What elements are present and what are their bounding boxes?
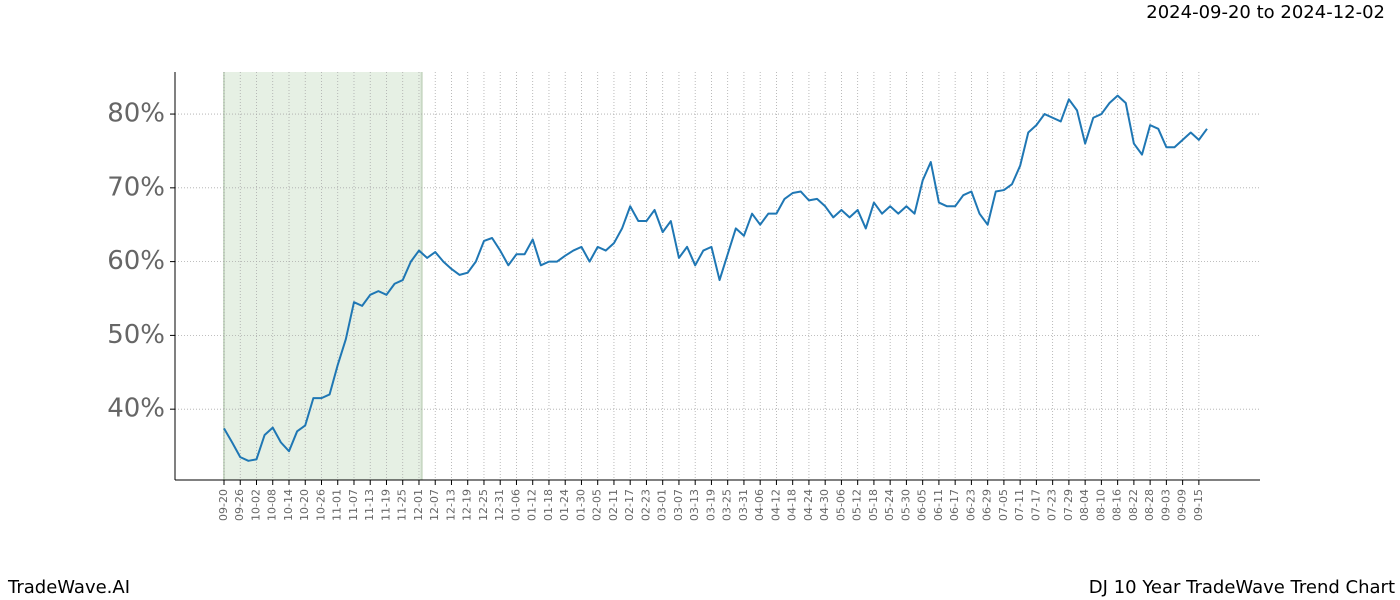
x-tick-label: 04-18	[786, 489, 799, 521]
x-tick-label: 03-19	[704, 489, 717, 521]
shaded-range	[224, 72, 422, 480]
y-tick-label: 70%	[107, 172, 165, 202]
x-tick-label: 09-03	[1159, 489, 1172, 521]
source: TradeWave.AI	[7, 577, 130, 598]
x-tick-label: 06-05	[916, 489, 929, 521]
x-tick-label: 07-05	[997, 489, 1010, 521]
trend-line	[223, 94, 1208, 462]
x-tick-label: 05-18	[867, 489, 880, 521]
x-tick-label: 07-29	[1062, 489, 1075, 521]
x-tick-label: 03-25	[721, 489, 734, 521]
x-tick-label: 09-15	[1192, 489, 1205, 521]
x-tick-label: 06-11	[932, 489, 945, 521]
x-tick-label: 04-30	[818, 489, 831, 521]
x-tick-label: 12-07	[428, 489, 441, 521]
x-tick-label: 06-23	[964, 489, 977, 521]
x-tick-label: 01-12	[526, 489, 539, 521]
x-tick-label: 11-19	[379, 489, 392, 521]
x-tick-label: 09-20	[217, 489, 230, 521]
x-tick-label: 02-05	[591, 489, 604, 521]
x-tick-label: 03-07	[672, 489, 685, 521]
x-tick-label: 11-13	[363, 489, 376, 521]
x-tick-label: 03-13	[688, 489, 701, 521]
x-tick-label: 12-25	[477, 489, 490, 521]
x-tick-label: 02-17	[623, 489, 636, 521]
x-tick-label: 08-04	[1078, 489, 1091, 521]
x-tick-label: 01-30	[574, 489, 587, 521]
x-tick-label: 04-24	[802, 489, 815, 521]
x-tick-label: 10-26	[314, 489, 327, 521]
x-tick-label: 01-18	[542, 489, 555, 521]
x-tick-label: 08-16	[1111, 489, 1124, 521]
x-tick-label: 07-23	[1046, 489, 1059, 521]
y-tick-label: 80%	[107, 99, 165, 129]
x-tick-label: 04-06	[753, 489, 766, 521]
y-tick-label: 60%	[107, 246, 165, 276]
x-tick-label: 01-24	[558, 489, 571, 521]
x-tick-label: 12-01	[412, 489, 425, 521]
x-tick-label: 09-09	[1176, 489, 1189, 521]
x-tick-label: 06-17	[948, 489, 961, 521]
x-tick-label: 03-31	[737, 489, 750, 521]
x-tick-label: 12-31	[493, 489, 506, 521]
x-tick-label: 12-19	[461, 489, 474, 521]
x-tick-label: 07-11	[1013, 489, 1026, 521]
x-tick-label: 04-12	[769, 489, 782, 521]
x-tick-label: 05-12	[851, 489, 864, 521]
x-tick-label: 10-08	[266, 489, 279, 521]
x-tick-label: 08-28	[1143, 489, 1156, 521]
x-tick-label: 02-23	[639, 489, 652, 521]
y-tick-label: 40%	[107, 394, 165, 424]
x-tick-label: 10-20	[298, 489, 311, 521]
x-tick-label: 03-01	[656, 489, 669, 521]
chart-subtitle: 2024-09-20 to 2024-12-02	[1146, 2, 1385, 23]
x-tick-label: 05-06	[834, 489, 847, 521]
x-tick-label: 08-22	[1127, 489, 1140, 521]
y-tick-label: 50%	[107, 320, 165, 350]
x-tick-label: 11-07	[347, 489, 360, 521]
x-tick-label: 10-02	[249, 489, 262, 521]
x-tick-label: 05-30	[899, 489, 912, 521]
x-tick-label: 06-29	[981, 489, 994, 521]
x-tick-label: 02-11	[607, 489, 620, 521]
x-tick-label: 12-13	[444, 489, 457, 521]
x-tick-label: 08-10	[1094, 489, 1107, 521]
x-tick-label: 09-26	[233, 489, 246, 521]
x-tick-label: 01-06	[509, 489, 522, 521]
chart-title: DJ 10 Year TradeWave Trend Chart	[1089, 577, 1395, 598]
x-tick-label: 11-25	[396, 489, 409, 521]
x-tick-label: 05-24	[883, 489, 896, 521]
x-tick-label: 11-01	[331, 489, 344, 521]
x-tick-label: 10-14	[282, 489, 295, 521]
x-tick-label: 07-17	[1029, 489, 1042, 521]
